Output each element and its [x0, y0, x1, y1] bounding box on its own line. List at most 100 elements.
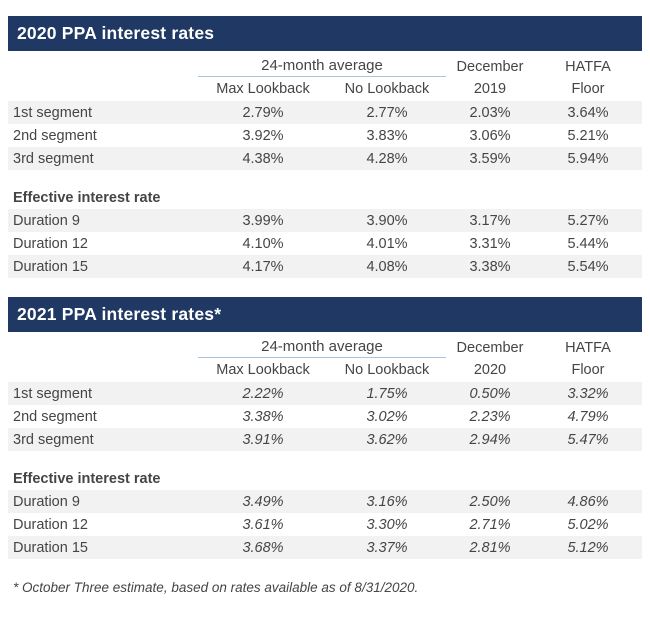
table-row-duration-12: Duration 12 3.61% 3.30% 2.71% 5.02%: [8, 513, 642, 536]
cell-hatfa-floor: 5.47%: [567, 431, 609, 448]
table-row-duration-12: Duration 12 4.10% 4.01% 3.31% 5.44%: [8, 232, 642, 255]
section-row-effective-interest-rate: Effective interest rate: [8, 467, 642, 490]
col-header-december: December: [456, 340, 524, 356]
cell-hatfa-floor: 5.12%: [567, 539, 609, 556]
column-header-row: Max Lookback No Lookback 2020 Floor: [8, 358, 642, 382]
table-title: 2020 PPA interest rates: [17, 23, 215, 43]
row-label: Duration 12: [13, 516, 88, 533]
table-row-duration-9: Duration 9 3.49% 3.16% 2.50% 4.86%: [8, 490, 642, 513]
table-row-duration-15: Duration 15 4.17% 4.08% 3.38% 5.54%: [8, 255, 642, 278]
row-label: Duration 9: [13, 212, 80, 229]
cell-hatfa-floor: 5.02%: [567, 516, 609, 533]
group-header-row: 24-month average December HATFA: [8, 51, 642, 77]
cell-no-lookback: 4.08%: [366, 258, 408, 275]
col-header-december: December: [456, 59, 524, 75]
empty-cell: [8, 88, 198, 90]
group-header-row: 24-month average December HATFA: [8, 332, 642, 358]
cell-max-lookback: 2.22%: [242, 385, 284, 402]
table-row-3rd-segment: 3rd segment 3.91% 3.62% 2.94% 5.47%: [8, 428, 642, 451]
cell-hatfa-floor: 5.54%: [567, 258, 609, 275]
cell-no-lookback: 3.90%: [366, 212, 408, 229]
table-row-2nd-segment: 2nd segment 3.38% 3.02% 2.23% 4.79%: [8, 405, 642, 428]
spacer-row: [8, 451, 642, 467]
column-header-row: Max Lookback No Lookback 2019 Floor: [8, 77, 642, 101]
cell-december: 2.94%: [469, 431, 511, 448]
table-title-bar: 2021 PPA interest rates*: [8, 297, 642, 332]
group-header-24-month-average: 24-month average: [198, 337, 446, 358]
cell-max-lookback: 3.38%: [242, 408, 284, 425]
ppa-rates-table-2020: 2020 PPA interest rates 24-month average…: [8, 16, 642, 278]
cell-december: 2.03%: [469, 104, 511, 121]
cell-max-lookback: 3.49%: [242, 493, 284, 510]
cell-december: 3.17%: [469, 212, 511, 229]
section-row-effective-interest-rate: Effective interest rate: [8, 186, 642, 209]
row-label: Duration 9: [13, 493, 80, 510]
cell-december: 3.06%: [469, 127, 511, 144]
cell-max-lookback: 3.92%: [242, 127, 284, 144]
cell-max-lookback: 2.79%: [242, 104, 284, 121]
table-title-bar: 2020 PPA interest rates: [8, 16, 642, 51]
row-label: 3rd segment: [13, 150, 94, 167]
cell-no-lookback: 3.02%: [366, 408, 408, 425]
footnote: * October Three estimate, based on rates…: [13, 580, 419, 595]
group-header-24-month-average: 24-month average: [198, 56, 446, 77]
cell-december: 2.71%: [469, 516, 511, 533]
table-row-duration-9: Duration 9 3.99% 3.90% 3.17% 5.27%: [8, 209, 642, 232]
cell-december: 3.38%: [469, 258, 511, 275]
col-header-year: 2020: [473, 362, 507, 378]
cell-december: 2.23%: [469, 408, 511, 425]
cell-no-lookback: 3.37%: [366, 539, 408, 556]
table-title: 2021 PPA interest rates*: [17, 304, 222, 324]
row-label: Duration 12: [13, 235, 88, 252]
cell-december: 2.50%: [469, 493, 511, 510]
table-row-1st-segment: 1st segment 2.22% 1.75% 0.50% 3.32%: [8, 382, 642, 405]
cell-max-lookback: 3.61%: [242, 516, 284, 533]
cell-hatfa-floor: 5.21%: [567, 127, 609, 144]
section-label: Effective interest rate: [13, 189, 161, 206]
cell-no-lookback: 3.83%: [366, 127, 408, 144]
row-label: 1st segment: [13, 104, 92, 121]
cell-max-lookback: 4.10%: [242, 235, 284, 252]
cell-hatfa-floor: 3.64%: [567, 104, 609, 121]
section-label: Effective interest rate: [13, 470, 161, 487]
cell-hatfa-floor: 5.27%: [567, 212, 609, 229]
cell-max-lookback: 4.17%: [242, 258, 284, 275]
col-header-no-lookback: No Lookback: [344, 81, 430, 97]
cell-max-lookback: 3.91%: [242, 431, 284, 448]
cell-hatfa-floor: 3.32%: [567, 385, 609, 402]
col-header-hatfa: HATFA: [565, 59, 611, 75]
col-header-max-lookback: Max Lookback: [216, 362, 310, 378]
cell-hatfa-floor: 4.86%: [567, 493, 609, 510]
row-label: Duration 15: [13, 258, 88, 275]
cell-no-lookback: 1.75%: [366, 385, 408, 402]
table-row-2nd-segment: 2nd segment 3.92% 3.83% 3.06% 5.21%: [8, 124, 642, 147]
col-header-floor: Floor: [571, 81, 605, 97]
cell-december: 0.50%: [469, 385, 511, 402]
col-header-hatfa: HATFA: [565, 340, 611, 356]
cell-no-lookback: 4.01%: [366, 235, 408, 252]
cell-no-lookback: 2.77%: [366, 104, 408, 121]
table-row-1st-segment: 1st segment 2.79% 2.77% 2.03% 3.64%: [8, 101, 642, 124]
cell-hatfa-floor: 4.79%: [567, 408, 609, 425]
empty-cell: [8, 355, 198, 358]
page: 2020 PPA interest rates 24-month average…: [8, 16, 642, 595]
row-label: 3rd segment: [13, 431, 94, 448]
col-header-year: 2019: [473, 81, 507, 97]
cell-no-lookback: 3.62%: [366, 431, 408, 448]
row-label: 2nd segment: [13, 127, 97, 144]
col-header-floor: Floor: [571, 362, 605, 378]
row-label: 2nd segment: [13, 408, 97, 425]
col-header-max-lookback: Max Lookback: [216, 81, 310, 97]
row-label: Duration 15: [13, 539, 88, 556]
cell-max-lookback: 3.99%: [242, 212, 284, 229]
empty-cell: [8, 369, 198, 371]
cell-december: 3.31%: [469, 235, 511, 252]
cell-no-lookback: 3.16%: [366, 493, 408, 510]
cell-no-lookback: 4.28%: [366, 150, 408, 167]
ppa-rates-table-2021: 2021 PPA interest rates* 24-month averag…: [8, 297, 642, 559]
table-row-duration-15: Duration 15 3.68% 3.37% 2.81% 5.12%: [8, 536, 642, 559]
table-row-3rd-segment: 3rd segment 4.38% 4.28% 3.59% 5.94%: [8, 147, 642, 170]
row-label: 1st segment: [13, 385, 92, 402]
cell-hatfa-floor: 5.94%: [567, 150, 609, 167]
cell-december: 2.81%: [469, 539, 511, 556]
